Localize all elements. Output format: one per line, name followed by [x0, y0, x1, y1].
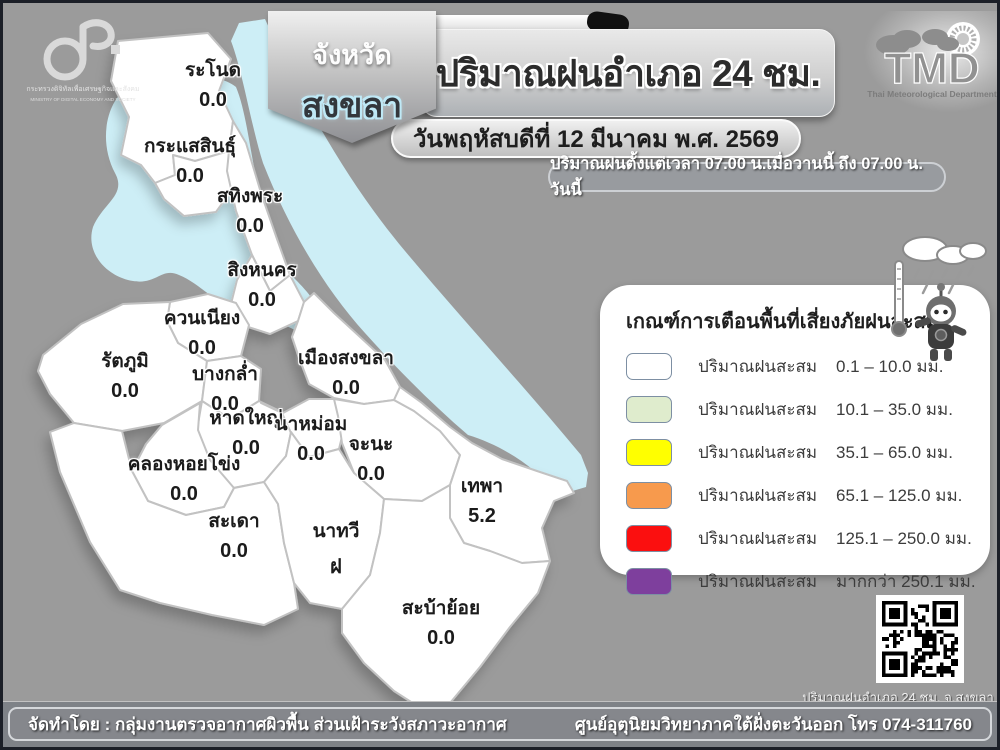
mdes-logo: กระทรวงดิจิทัลเพื่อเศรษฐกิจและสังคม MINI…	[23, 15, 143, 107]
footer-contact: ศูนย์อุตุนิยมวิทยาภาคใต้ฝั่งตะวันออก โทร…	[574, 714, 972, 734]
district-label: เทพา 5.2	[460, 476, 504, 527]
period-banner: ปริมาณฝนตั้งแต่เวลา 07.00 น.เมื่อวานนี้ …	[548, 155, 946, 199]
rain-robot-mascot	[879, 227, 997, 369]
legend-range: 10.1 – 35.0 มม.	[836, 399, 953, 419]
district-label: เมืองสงขลา 0.0	[298, 348, 394, 399]
legend-swatch-orange	[626, 481, 672, 509]
legend-label: ปริมาณฝนสะสม	[698, 485, 818, 505]
district-label: สิงหนคร 0.0	[227, 260, 297, 311]
mdes-dot	[111, 45, 120, 54]
legend-title: เกณฑ์การเตือนพื้นที่เสี่ยงภัยฝนสะสม	[626, 311, 939, 333]
district-label: กระแสสินธุ์ 0.0	[144, 136, 236, 187]
robot-icon	[915, 283, 967, 361]
legend-swatch-red	[626, 524, 672, 552]
mdes-d-circle	[43, 37, 87, 81]
legend-label: ปริมาณฝนสะสม	[698, 399, 818, 419]
district-label: คลองหอยโข่ง 0.0	[127, 454, 241, 505]
songkhla-province-map	[37, 19, 588, 710]
legend-range: 0.1 – 10.0 มม.	[836, 356, 944, 376]
legend-label: ปริมาณฝนสะสม	[698, 528, 818, 548]
tmd-logo: TMD Thai Meteorological Department	[863, 11, 997, 113]
mdes-thai-text: กระทรวงดิจิทัลเพื่อเศรษฐกิจและสังคม	[26, 84, 139, 93]
gulf-coast-water	[231, 19, 588, 495]
legend-swatch-purple	[626, 567, 672, 595]
qr-code	[876, 595, 964, 683]
tmd-sun-rays	[949, 25, 977, 53]
legend-range: มากกว่า 250.1 มม.	[836, 571, 976, 591]
mdes-e-curl	[79, 19, 115, 50]
district-label: สทิงพระ 0.0	[216, 186, 284, 237]
raindrops-icon	[913, 265, 975, 295]
district-shape-singhanakhon	[230, 254, 305, 335]
legend-label: ปริมาณฝนสะสม	[698, 442, 818, 462]
district-label: นาหม่อม 0.0	[274, 414, 348, 465]
period-text: ปริมาณฝนตั้งแต่เวลา 07.00 น.เมื่อวานนี้ …	[550, 155, 923, 199]
district-label: หาดใหญ่ 0.0	[209, 408, 283, 459]
legend-range: 125.1 – 250.0 มม.	[836, 528, 972, 548]
district-label: สะเดา 0.0	[208, 511, 260, 562]
province-label: จังหวัด	[312, 40, 392, 70]
province-name: สงขลา	[301, 87, 403, 125]
legend-label: ปริมาณฝนสะสม	[698, 571, 818, 591]
footer-bar: จัดทำโดย : กลุ่มงานตรวจอากาศผิวพื้น ส่วน…	[3, 701, 997, 747]
district-label: ระโนด 0.0	[185, 60, 241, 111]
legend-row: ปริมาณฝนสะสม 0.1 – 10.0 มม.	[626, 347, 990, 385]
legend-row: ปริมาณฝนสะสม 10.1 – 35.0 มม.	[626, 390, 990, 428]
district-label: ควนเนียง 0.0	[163, 308, 241, 359]
district-label: สะบ้าย้อย 0.0	[401, 598, 481, 649]
district-label: จะนะ 0.0	[348, 434, 394, 485]
page-title: ปริมาณฝนอำเภอ 24 ชม.	[435, 52, 821, 94]
thermometer-icon	[891, 260, 907, 337]
date-banner: วันพฤหัสบดีที่ 12 มีนาคม พ.ศ. 2569	[391, 119, 801, 158]
tmd-clouds	[876, 29, 959, 55]
legend-row: ปริมาณฝนสะสม 125.1 – 250.0 มม.	[626, 519, 990, 557]
date-text: วันพฤหัสบดีที่ 12 มีนาคม พ.ศ. 2569	[412, 126, 780, 153]
legend-range: 35.1 – 65.0 มม.	[836, 442, 953, 462]
district-shape-krasae-sin	[154, 150, 235, 217]
district-label: รัตภูมิ 0.0	[101, 351, 149, 402]
tmd-sun-core	[957, 33, 969, 45]
legend-swatch-yellow	[626, 438, 672, 466]
legend-swatch-green	[626, 395, 672, 423]
rain-cloud-icon	[902, 236, 987, 265]
legend-label: ปริมาณฝนสะสม	[698, 356, 818, 376]
legend-row: ปริมาณฝนสะสม 35.1 – 65.0 มม.	[626, 433, 990, 471]
province-badge: จังหวัด สงขลา	[268, 11, 436, 143]
legend-row: ปริมาณฝนสะสม 65.1 – 125.0 มม.	[626, 476, 990, 514]
title-banner: ปริมาณฝนอำเภอ 24 ชม.	[421, 29, 835, 117]
legend-row: ปริมาณฝนสะสม มากกว่า 250.1 มม.	[626, 562, 990, 600]
tmd-acronym: TMD	[884, 44, 979, 93]
tmd-caption: Thai Meteorological Department	[867, 89, 997, 99]
legend-swatch-white	[626, 352, 672, 380]
district-label: นาทวีฝ	[312, 521, 360, 578]
district-shape-saba-yoi	[341, 484, 551, 710]
district-label: บางกล่ำ 0.0	[192, 364, 258, 415]
legend-panel: เกณฑ์การเตือนพื้นที่เสี่ยงภัยฝนสะสม ปริม…	[600, 285, 990, 595]
mdes-english-text: MINISTRY OF DIGITAL ECONOMY AND SOCIETY	[30, 97, 135, 102]
legend-range: 65.1 – 125.0 มม.	[836, 485, 963, 505]
footer-credit: จัดทำโดย : กลุ่มงานตรวจอากาศผิวพื้น ส่วน…	[28, 714, 507, 734]
